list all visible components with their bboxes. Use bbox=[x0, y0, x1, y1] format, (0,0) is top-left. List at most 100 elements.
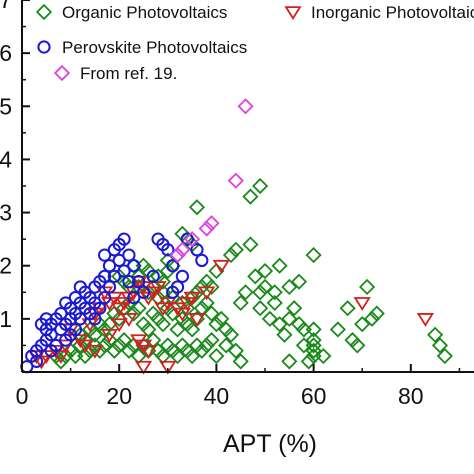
data-point bbox=[52, 353, 69, 370]
data-point bbox=[59, 296, 73, 310]
data-point bbox=[34, 317, 49, 331]
data-point bbox=[159, 337, 176, 354]
legend-marker bbox=[35, 3, 53, 21]
data-point bbox=[305, 321, 322, 338]
data-point bbox=[174, 310, 191, 327]
data-point bbox=[237, 284, 254, 301]
data-point bbox=[271, 316, 288, 333]
data-point bbox=[188, 337, 206, 354]
data-point bbox=[73, 312, 87, 326]
data-point bbox=[180, 232, 194, 246]
data-point bbox=[130, 334, 148, 349]
data-point bbox=[134, 360, 153, 375]
data-point bbox=[305, 332, 322, 349]
data-point bbox=[329, 321, 346, 338]
data-point bbox=[305, 247, 322, 264]
data-point bbox=[106, 305, 123, 322]
data-point bbox=[111, 337, 128, 354]
legend-entry: From ref. 19. bbox=[53, 64, 177, 83]
data-point bbox=[98, 291, 112, 305]
legend-label: From ref. 19. bbox=[80, 64, 177, 83]
data-point bbox=[203, 278, 220, 296]
data-point bbox=[139, 344, 157, 359]
y-tick-label: 6 bbox=[0, 40, 12, 66]
data-point bbox=[130, 268, 147, 285]
data-point bbox=[102, 280, 117, 294]
data-point bbox=[203, 332, 220, 349]
data-point bbox=[44, 344, 58, 358]
data-point bbox=[232, 294, 249, 311]
data-point bbox=[117, 232, 131, 246]
data-point bbox=[166, 285, 180, 299]
data-point bbox=[213, 310, 230, 327]
data-point bbox=[150, 268, 167, 285]
data-point bbox=[88, 312, 102, 326]
data-point bbox=[193, 300, 210, 317]
data-point bbox=[436, 347, 453, 365]
data-point bbox=[252, 177, 269, 195]
data-point bbox=[222, 326, 240, 343]
data-point bbox=[281, 353, 298, 370]
y-tick-label: 5 bbox=[0, 93, 12, 119]
data-point bbox=[184, 321, 201, 338]
data-point bbox=[120, 342, 137, 359]
legend-entry: Organic Photovoltaics bbox=[35, 3, 227, 22]
data-point bbox=[416, 313, 435, 327]
x-axis-title: APT (%) bbox=[223, 430, 317, 458]
data-point bbox=[32, 355, 51, 370]
data-point bbox=[276, 326, 293, 343]
data-point bbox=[98, 269, 112, 283]
data-point bbox=[154, 347, 172, 365]
data-point bbox=[190, 243, 204, 257]
data-point bbox=[256, 278, 274, 296]
data-point bbox=[353, 297, 371, 311]
data-point bbox=[349, 337, 366, 354]
legend: Organic Photovoltaics Perovskite Photovol… bbox=[35, 3, 474, 83]
axes bbox=[21, 0, 474, 373]
data-point bbox=[86, 344, 104, 359]
x-tick-label: 0 bbox=[16, 383, 29, 409]
data-point bbox=[266, 294, 283, 311]
data-point bbox=[73, 280, 87, 294]
data-point bbox=[130, 347, 147, 365]
data-point bbox=[145, 332, 162, 349]
data-point bbox=[252, 300, 269, 317]
data-point bbox=[98, 248, 112, 262]
data-point bbox=[159, 262, 176, 280]
series-3 bbox=[169, 98, 254, 264]
data-point bbox=[232, 353, 249, 370]
data-point bbox=[344, 332, 361, 349]
data-point bbox=[281, 310, 298, 327]
data-point bbox=[315, 347, 332, 365]
data-point bbox=[227, 241, 244, 258]
data-point bbox=[122, 248, 136, 262]
x-tick-label: 60 bbox=[301, 383, 327, 409]
data-point bbox=[256, 262, 274, 280]
data-point bbox=[242, 236, 259, 253]
data-point bbox=[247, 268, 264, 285]
data-point bbox=[169, 347, 186, 365]
data-point bbox=[127, 291, 141, 305]
data-point bbox=[110, 302, 128, 317]
data-point bbox=[261, 310, 278, 327]
data-point bbox=[184, 231, 201, 248]
data-point bbox=[140, 284, 157, 301]
data-point bbox=[208, 262, 225, 280]
data-point bbox=[150, 310, 167, 327]
legend-marker bbox=[37, 40, 51, 54]
data-point bbox=[295, 321, 312, 338]
data-point bbox=[193, 342, 210, 359]
data-point bbox=[218, 337, 235, 354]
data-point bbox=[286, 300, 303, 317]
data-point bbox=[295, 337, 312, 354]
data-point bbox=[115, 300, 133, 317]
data-point bbox=[93, 301, 107, 315]
data-point bbox=[188, 199, 206, 216]
legend-entry: Perovskite Photovoltaics bbox=[37, 38, 247, 57]
data-point bbox=[271, 257, 288, 274]
data-point bbox=[29, 354, 44, 368]
data-point bbox=[125, 305, 142, 322]
data-point bbox=[305, 342, 322, 359]
data-point bbox=[166, 259, 180, 273]
